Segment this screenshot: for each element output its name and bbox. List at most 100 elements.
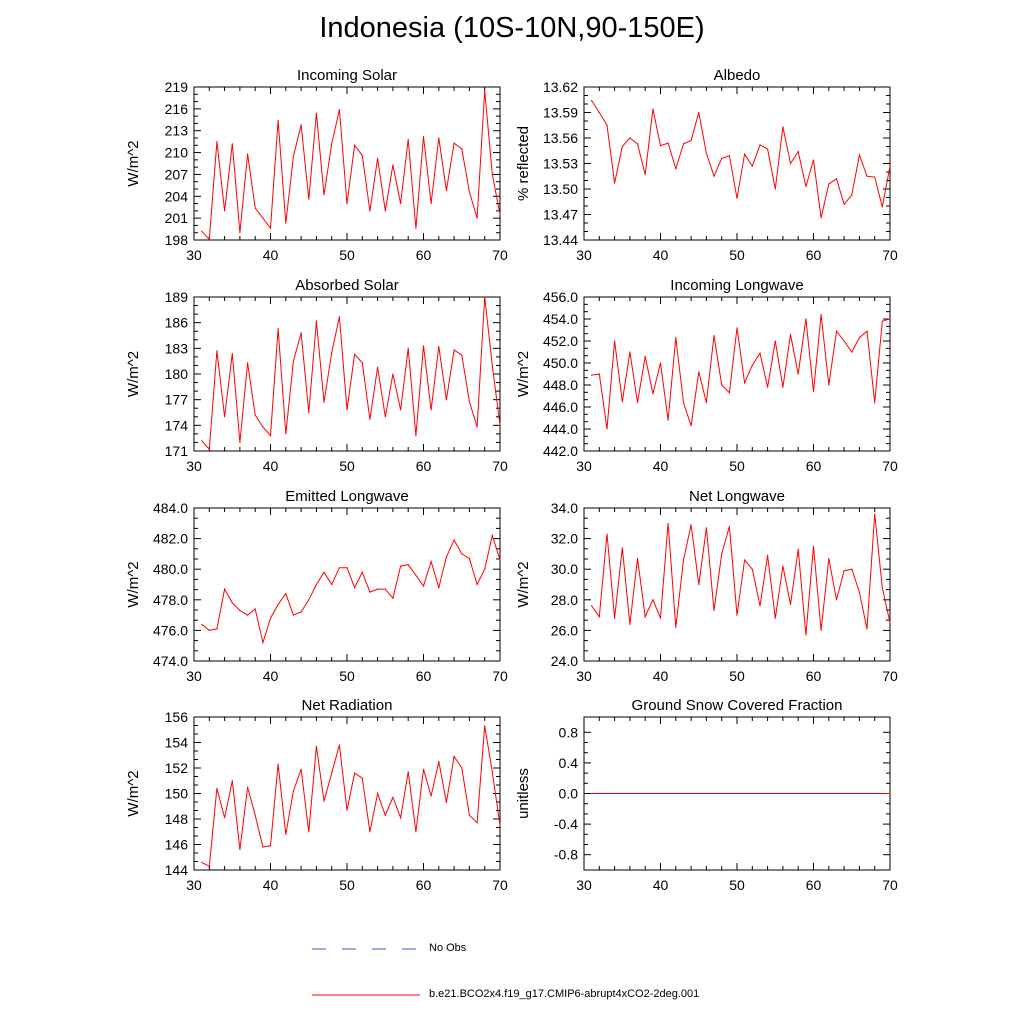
- y-tick-label: 13.47: [543, 207, 578, 223]
- data-point: [269, 227, 272, 229]
- x-tick-label: 60: [806, 877, 822, 893]
- data-point: [422, 345, 425, 347]
- panel-title: Emitted Longwave: [285, 488, 408, 505]
- data-point: [285, 433, 287, 435]
- data-point: [300, 124, 302, 126]
- data-point: [247, 153, 249, 155]
- data-point: [338, 744, 340, 746]
- data-point: [346, 809, 348, 811]
- data-point: [262, 846, 264, 848]
- data-point: [308, 831, 310, 833]
- data-point: [384, 814, 386, 816]
- y-axis-label: unitless: [515, 768, 532, 819]
- data-point: [369, 831, 371, 833]
- data-point: [377, 588, 379, 590]
- data-point: [820, 629, 822, 632]
- x-tick-label: 50: [339, 668, 355, 684]
- x-tick-label: 70: [492, 247, 508, 263]
- data-point: [767, 554, 769, 557]
- data-point: [239, 849, 241, 851]
- data-point: [774, 188, 776, 190]
- data-point: [354, 587, 356, 589]
- data-point: [828, 557, 830, 560]
- data-point: [415, 435, 417, 437]
- y-tick-label: 480.0: [153, 561, 188, 577]
- data-point: [805, 634, 807, 636]
- data-point: [736, 327, 738, 329]
- data-point: [361, 777, 363, 779]
- x-tick-label: 70: [882, 247, 898, 263]
- panel-title: Incoming Longwave: [670, 277, 803, 294]
- data-point: [476, 583, 478, 586]
- y-tick-label: 456.0: [543, 289, 578, 305]
- data-point: [484, 296, 486, 298]
- data-point: [262, 426, 264, 428]
- data-point: [461, 767, 463, 769]
- data-point: [361, 571, 363, 573]
- data-point: [338, 316, 340, 318]
- series-line: [201, 533, 501, 645]
- data-point: [422, 135, 425, 138]
- y-tick-label: 177: [165, 392, 189, 408]
- data-point: [614, 617, 616, 619]
- x-tick-label: 70: [882, 668, 898, 684]
- data-point: [667, 522, 669, 524]
- data-point: [797, 151, 799, 153]
- data-point: [797, 373, 799, 375]
- data-point: [736, 614, 738, 616]
- x-tick-label: 60: [416, 458, 432, 474]
- data-point: [744, 382, 746, 384]
- data-point: [239, 609, 241, 612]
- data-point: [682, 559, 685, 561]
- y-tick-label: 13.44: [543, 232, 578, 248]
- data-point: [881, 320, 883, 322]
- x-tick-label: 40: [263, 877, 279, 893]
- data-point: [392, 373, 394, 375]
- data-point: [484, 90, 486, 92]
- data-point: [866, 175, 868, 177]
- data-point: [438, 346, 440, 348]
- y-tick-label: 171: [165, 443, 189, 459]
- y-tick-label: 454.0: [543, 311, 578, 327]
- x-tick-label: 40: [653, 668, 669, 684]
- data-point: [468, 557, 470, 560]
- y-tick-label: 32.0: [551, 531, 578, 547]
- data-point: [292, 614, 294, 616]
- data-point: [468, 191, 470, 193]
- data-point: [461, 354, 463, 356]
- data-point: [254, 814, 256, 816]
- x-tick-label: 40: [653, 247, 669, 263]
- data-point: [239, 441, 241, 443]
- data-point: [453, 539, 455, 541]
- data-point: [415, 227, 417, 229]
- data-point: [331, 772, 333, 774]
- data-point: [606, 428, 608, 430]
- data-point: [453, 349, 455, 351]
- series-line: [201, 725, 501, 867]
- data-point: [407, 771, 409, 773]
- data-point: [254, 414, 256, 416]
- data-point: [721, 553, 723, 555]
- data-point: [392, 597, 394, 599]
- data-point: [652, 393, 654, 395]
- data-point: [407, 138, 409, 141]
- data-point: [866, 330, 868, 332]
- data-point: [667, 419, 669, 421]
- panel-title: Incoming Solar: [297, 67, 397, 84]
- data-point: [889, 622, 891, 624]
- data-point: [224, 588, 226, 590]
- data-point: [728, 155, 731, 157]
- data-point: [277, 603, 279, 606]
- data-point: [445, 556, 447, 558]
- data-point: [323, 401, 325, 403]
- x-tick-label: 40: [263, 668, 279, 684]
- data-point: [323, 800, 325, 802]
- y-tick-label: 442.0: [543, 443, 578, 459]
- data-point: [476, 822, 478, 824]
- data-point: [874, 176, 876, 178]
- x-tick-label: 50: [339, 877, 355, 893]
- data-point: [591, 374, 593, 376]
- y-tick-label: 13.56: [543, 130, 578, 146]
- data-point: [461, 148, 463, 150]
